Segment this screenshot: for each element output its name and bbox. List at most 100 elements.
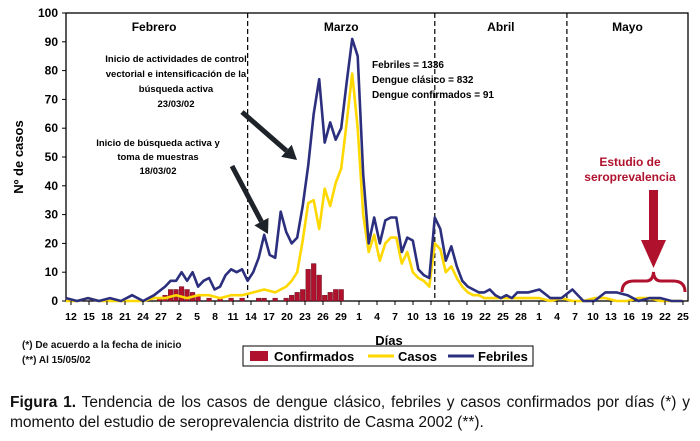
annotation-seroprevalence: seroprevalencia [584,170,676,184]
confirmados-bar [327,292,333,302]
footnote-fecha-inicio: (*) De acuerdo a la fecha de inicio [22,340,182,351]
y-tick-label: 80 [45,64,59,78]
x-tick-label: 20 [281,311,293,323]
annotation-vector-control: Inicio de actividades de control [105,54,246,65]
x-tick-label: 19 [641,311,653,323]
confirmados-bar [322,295,328,302]
arrow-vector-control-shaft [240,110,289,153]
confirmados-bar [239,297,245,302]
x-tick-label: 22 [659,311,671,323]
confirmados-bar [283,297,289,302]
confirmados-bar [256,297,262,302]
y-tick-label: 50 [45,150,59,164]
confirmados-bar [300,289,306,302]
confirmados-bar [305,269,311,302]
annotation-vector-control: búsqueda activa [139,84,214,95]
x-tick-label: 14 [245,311,257,323]
summary-line: Febriles = 1336 [372,60,444,71]
x-tick-label: 4 [554,311,560,323]
caption-label: Figura 1. [10,394,77,411]
y-tick-label: 100 [38,6,58,20]
x-tick-label: 1 [536,311,542,323]
x-axis-label: Días [375,333,402,348]
annotation-active-search: toma de muestras [117,152,198,163]
confirmados-bar [338,289,344,302]
arrow-vector-control-head [281,144,297,160]
x-tick-label: 13 [605,311,617,323]
legend: Confirmados Casos Febriles [242,345,534,367]
arrow-active-search-head [254,217,269,234]
x-tick-label: 16 [443,311,455,323]
seroprevalence-brace [620,271,687,293]
x-tick-label: 29 [335,311,347,323]
confirmados-bar [179,286,185,302]
legend-box [242,345,534,367]
x-tick-label: 17 [263,311,275,323]
annotation-active-search: Inicio de búsqueda activa y [96,138,220,149]
x-tick-label: 26 [317,311,329,323]
x-tick-label: 7 [392,311,398,323]
arrow-seroprevalence-shaft [649,190,658,240]
y-tick-label: 30 [45,208,59,222]
x-tick-label: 2 [176,311,182,323]
x-tick-label: 22 [479,311,491,323]
legend-label: Casos [398,349,437,364]
caption-text: Tendencia de los casos de dengue clásico… [10,394,690,431]
x-tick-label: 21 [119,311,131,323]
confirmados-bar [228,297,234,302]
annotation-vector-control: 23/03/02 [158,99,195,110]
y-tick-label: 90 [45,35,59,49]
series-lines [65,37,683,303]
month-label: Abril [487,20,514,34]
arrow-seroprevalence-head [641,240,666,268]
x-tick-label: 28 [515,311,527,323]
footnote-fecha-corte: (**) Al 15/05/02 [22,355,91,366]
confirmados-bar [184,289,190,302]
confirmados-bar [311,263,317,302]
x-tick-label: 8 [212,311,218,323]
confirmados-bar [289,295,295,302]
x-tick-label: 7 [572,311,578,323]
y-tick-label: 70 [45,92,59,106]
x-tick-label: 4 [374,311,380,323]
month-label: Febrero [132,20,177,34]
x-tick-label: 15 [83,311,95,323]
casos-line [66,72,683,303]
x-tick-label: 25 [497,311,509,323]
legend-swatch-confirmados [250,351,268,361]
confirmados-bars [157,263,344,302]
y-tick-label: 20 [45,236,59,250]
x-tick-label: 1 [356,311,362,323]
x-tick-label: 11 [227,311,238,323]
x-tick-label: 23 [299,311,311,323]
summary-line: Dengue clásico = 832 [372,75,474,86]
x-tick-label: 19 [461,311,473,323]
annotation-seroprevalence: Estudio de [599,155,661,169]
y-tick-label: 40 [45,179,59,193]
confirmados-bar [294,292,300,302]
month-label: Marzo [324,20,359,34]
confirmados-bar [316,274,322,302]
legend-label: Febriles [478,349,528,364]
arrow-active-search-shaft [229,164,264,223]
legend-label: Confirmados [274,349,354,364]
x-tick-label: 27 [155,311,167,323]
annotations: Febrero Marzo Abril Mayo Febriles = 1336 Deng… [96,20,687,293]
y-tick-label: 0 [51,294,58,308]
confirmados-bar [206,297,212,302]
month-label: Mayo [612,20,643,34]
x-tick-label: 10 [587,311,599,323]
figure-caption: Figura 1. Tendencia de los casos de deng… [10,393,690,433]
x-tick-label: 12 [65,311,77,323]
confirmados-bar [272,297,278,302]
y-tick-label: 10 [45,265,59,279]
x-tick-label: 10 [407,311,419,323]
x-tick-label: 5 [194,311,200,323]
annotation-vector-control: vectorial e intensificación de la [106,69,247,80]
x-tick-label: 24 [137,311,149,323]
confirmados-bar [261,297,267,302]
x-tick-label: 18 [101,311,113,323]
y-axis-label: Nº de casos [11,120,26,193]
